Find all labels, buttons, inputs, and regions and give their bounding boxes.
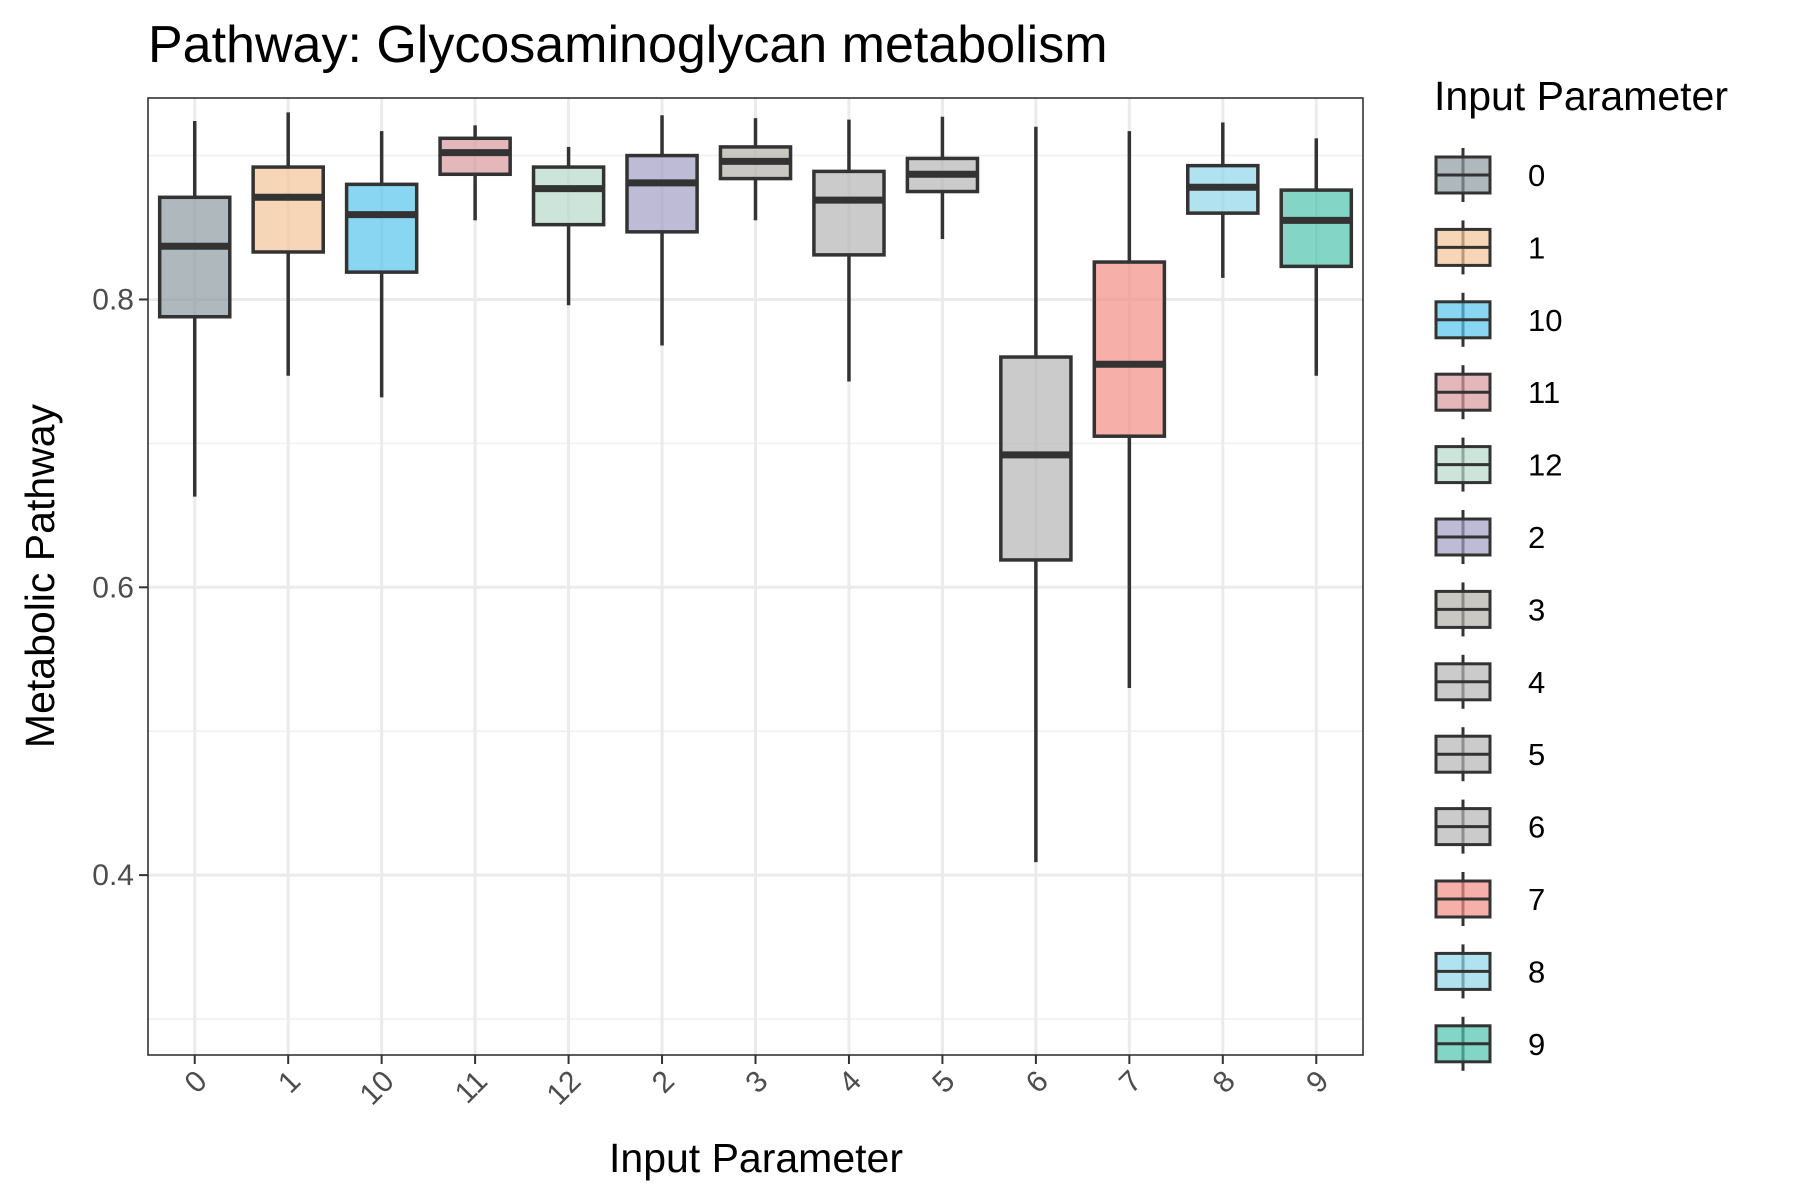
legend-label: 4 <box>1528 665 1545 700</box>
box-7 <box>1092 131 1167 689</box>
box-8 <box>1186 122 1260 278</box>
legend-label: 11 <box>1528 375 1560 410</box>
legend-item-12: 12 <box>1434 437 1562 492</box>
legend-label: 5 <box>1528 737 1545 772</box>
box-6 <box>999 126 1073 863</box>
legend-label: 2 <box>1528 520 1545 555</box>
box-11 <box>438 125 512 221</box>
box-3 <box>718 118 793 221</box>
box-2 <box>625 115 699 346</box>
box-body <box>251 165 325 254</box>
legend-label: 10 <box>1528 303 1562 338</box>
box-body <box>157 195 232 319</box>
legend-label: 6 <box>1528 810 1545 845</box>
legend-item-4: 4 <box>1434 654 1545 709</box>
y-tick-label: 0.8 <box>92 283 134 316</box>
legend-label: 7 <box>1528 882 1545 917</box>
box-12 <box>531 146 606 306</box>
legend-label: 8 <box>1528 954 1545 989</box>
legend-item-11: 11 <box>1434 365 1560 420</box>
box-10 <box>344 131 419 398</box>
legend-item-0: 0 <box>1434 148 1545 202</box>
box-0 <box>157 121 232 497</box>
legend-item-1: 1 <box>1434 220 1545 275</box>
x-axis-title: Input Parameter <box>609 1135 903 1181</box>
y-axis: 0.4 0.6 0.8 <box>92 283 148 892</box>
legend-label: 0 <box>1528 158 1545 193</box>
box-body <box>812 169 886 257</box>
box-4 <box>812 119 886 382</box>
y-tick-label: 0.4 <box>92 859 134 892</box>
legend-item-5: 5 <box>1434 727 1545 782</box>
legend-label: 3 <box>1528 592 1545 627</box>
legend-label: 12 <box>1528 448 1562 483</box>
legend-item-10: 10 <box>1434 292 1562 347</box>
box-body <box>531 165 606 227</box>
box-body <box>625 153 699 234</box>
box-5 <box>905 116 980 240</box>
y-axis-title: Metabolic Pathway <box>17 403 63 748</box>
legend-item-2: 2 <box>1434 510 1545 564</box>
chart-title: Pathway: Glycosaminoglycan metabolism <box>148 16 1108 74</box>
legend-label: 1 <box>1528 230 1545 265</box>
legend-item-8: 8 <box>1434 944 1545 999</box>
legend-label: 9 <box>1528 1027 1545 1062</box>
box-9 <box>1279 138 1354 376</box>
y-tick-label: 0.6 <box>92 571 134 604</box>
legend-item-6: 6 <box>1434 799 1545 854</box>
box-body <box>1279 188 1354 269</box>
legend-title: Input Parameter <box>1434 73 1728 119</box>
box-body <box>1092 260 1167 438</box>
legend-item-9: 9 <box>1434 1016 1545 1071</box>
legend: 0 1 10 11 12 2 3 4 5 6 7 8 9 <box>1434 148 1562 1071</box>
legend-item-7: 7 <box>1434 872 1545 926</box>
box-body <box>999 355 1073 562</box>
box-body <box>438 136 512 177</box>
box-body <box>344 182 419 274</box>
box-1 <box>251 112 325 376</box>
legend-item-3: 3 <box>1434 582 1545 637</box>
boxes <box>157 112 1354 863</box>
